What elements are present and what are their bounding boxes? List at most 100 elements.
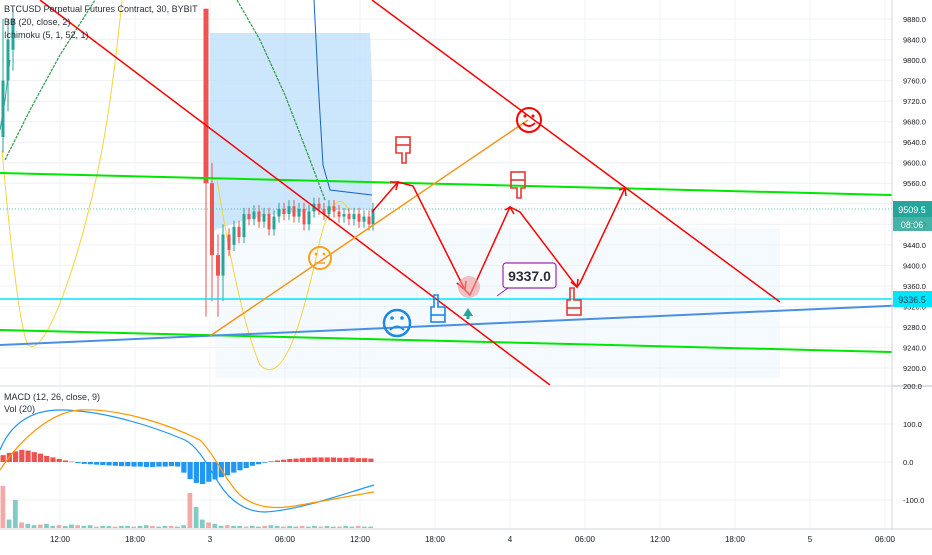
- volume-bar: [243, 526, 249, 528]
- price-axis[interactable]: [892, 0, 932, 385]
- symbol-legend[interactable]: BTCUSD Perpetual Futures Contract, 30, B…: [4, 4, 198, 14]
- candle-body: [257, 211, 261, 222]
- volume-bar: [62, 525, 68, 528]
- ichimoku-legend[interactable]: Ichimoku (5, 1, 52, 1): [4, 30, 89, 40]
- candle-body: [342, 214, 346, 217]
- macd-tick-label: 200.0: [903, 382, 922, 391]
- macd-histogram-bar: [137, 462, 143, 467]
- candle-body: [292, 206, 296, 217]
- main-pane[interactable]: [0, 0, 892, 385]
- happy-face-icon[interactable]: [516, 107, 542, 133]
- macd-histogram-bar: [362, 458, 368, 462]
- volume-bar: [143, 525, 149, 528]
- volume-bar: [299, 525, 305, 528]
- candle-body: [262, 214, 266, 222]
- current-price-label: 9509.5: [898, 205, 926, 215]
- hand-down-icon[interactable]: [395, 136, 411, 164]
- volume-bar: [330, 526, 336, 528]
- candle-body: [232, 226, 236, 245]
- macd-pane[interactable]: [0, 388, 892, 529]
- volume-bar: [187, 493, 193, 528]
- hand-up-icon[interactable]: [430, 294, 446, 323]
- macd-histogram-bar: [106, 462, 112, 466]
- macd-histogram-bar: [19, 449, 25, 462]
- volume-bar: [281, 526, 286, 528]
- volume-bar: [237, 525, 243, 528]
- candle-body: [307, 211, 311, 225]
- price-tick-label: 9440.0: [903, 241, 926, 250]
- candle-body: [322, 208, 326, 215]
- hand-up-icon[interactable]: [566, 287, 582, 316]
- volume-bar: [125, 525, 130, 528]
- red-trendline-lower[interactable]: [39, 0, 551, 386]
- volume-bar: [224, 525, 230, 528]
- hand-down-icon[interactable]: [510, 171, 526, 199]
- candle-body: [352, 214, 356, 220]
- orange-trendline[interactable]: [209, 119, 529, 337]
- price-callout[interactable]: 9337.0: [496, 262, 557, 297]
- macd-histogram-bar: [62, 460, 69, 462]
- arrow-head-3: [504, 205, 515, 215]
- macd-histogram-bar: [193, 462, 199, 483]
- vol-legend[interactable]: Vol (20): [4, 404, 36, 414]
- candle-body: [327, 206, 331, 215]
- candle-body: [282, 208, 286, 215]
- candle-body: [362, 216, 366, 222]
- macd-histogram-bar: [355, 458, 362, 462]
- volume-bar: [44, 523, 49, 528]
- macd-tick-label: 0.0: [903, 458, 913, 467]
- highlight-circle[interactable]: [458, 276, 480, 298]
- macd-histogram-bar: [94, 462, 100, 465]
- macd-histogram-bar: [224, 462, 231, 476]
- macd-histogram-bar: [100, 462, 106, 466]
- candle-body: [221, 234, 225, 276]
- up-arrow-marker-icon: [463, 308, 473, 316]
- time-tick-label: 5: [808, 535, 813, 544]
- horizontal-level-badge: 9336.5: [893, 291, 932, 307]
- volume-bar: [218, 525, 224, 528]
- macd-histogram-bar: [299, 458, 305, 462]
- macd-histogram-bar: [337, 457, 343, 462]
- macd-legend[interactable]: MACD (12, 26, close, 9): [4, 392, 101, 402]
- time-axis[interactable]: [0, 529, 932, 550]
- macd-histogram-bar: [44, 455, 50, 462]
- macd-histogram-bar: [312, 457, 318, 462]
- current-price-badge: 9509.5: [893, 201, 932, 217]
- price-tick-label: 9840.0: [903, 36, 926, 45]
- time-tick-label: 06:00: [275, 535, 296, 544]
- macd-histogram-bar: [237, 462, 243, 471]
- bollinger-yellow-curve: [1, 0, 123, 347]
- green-channel-lower[interactable]: [0, 329, 893, 353]
- countdown-badge: 08:06: [893, 217, 932, 231]
- countdown-label: 08:06: [901, 220, 924, 230]
- volume-bar: [212, 523, 218, 528]
- bb-legend[interactable]: BB (20, close, 2): [4, 17, 71, 27]
- volume-bar: [262, 525, 268, 528]
- candle-body: [371, 208, 375, 225]
- sad-face-icon[interactable]: [382, 308, 412, 338]
- candle-body: [277, 208, 281, 217]
- macd-histogram-bar: [268, 461, 274, 462]
- projection-path[interactable]: [371, 181, 626, 297]
- macd-axis[interactable]: [892, 388, 932, 529]
- time-axis-labels: 12:00 18:00 3 06:00 12:00 18:00 4 06:00 12:00 18:…: [50, 535, 896, 544]
- neutral-face-icon[interactable]: [308, 246, 332, 270]
- volume-bars: [0, 486, 373, 528]
- macd-histogram-bar: [243, 462, 249, 469]
- green-channel-upper[interactable]: [0, 172, 893, 196]
- macd-histogram-bar: [212, 462, 218, 480]
- volume-bar: [199, 519, 205, 528]
- volume-bar: [19, 522, 24, 528]
- time-gridlines: [59, 0, 886, 529]
- candle-body: [297, 208, 301, 217]
- candle-body: [317, 203, 321, 209]
- blue-support-line[interactable]: [0, 303, 932, 346]
- candle-body: [347, 214, 351, 220]
- macd-histogram-bar: [343, 457, 349, 462]
- red-trendline-upper[interactable]: [371, 0, 781, 303]
- macd-histogram-bar: [231, 462, 237, 473]
- candle-body: [242, 214, 246, 238]
- macd-histogram-bar: [12, 451, 19, 462]
